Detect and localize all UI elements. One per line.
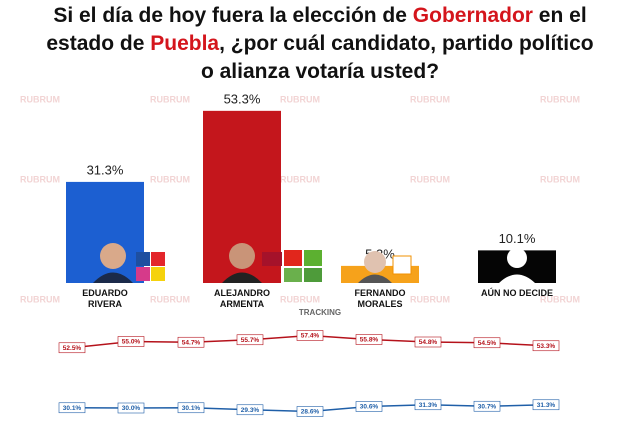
data-label: 55.0%: [122, 339, 141, 346]
label-box: [355, 334, 383, 345]
label-box: [414, 399, 442, 411]
bar: [66, 181, 144, 283]
photo-rivera: [93, 243, 165, 283]
data-label: 54.5%: [478, 340, 497, 347]
label-box: [58, 402, 86, 414]
category-label: ALEJANDRO ARMENTA: [213, 288, 270, 309]
data-label: 30.1%: [182, 405, 201, 412]
category-label: FERNANDO MORALES: [354, 288, 406, 309]
data-label: 29.3%: [241, 407, 260, 414]
value-label: 10.1%: [499, 231, 536, 246]
watermark: RUBRUM: [280, 94, 320, 104]
watermark: RUBRUM: [410, 94, 450, 104]
watermark: RUBRUM: [20, 94, 60, 104]
label-box: [414, 336, 442, 348]
value-label: 53.3%: [224, 91, 261, 106]
photo-armenta: [222, 243, 322, 283]
watermark: RUBRUM: [20, 294, 60, 304]
title-text: , ¿por cuál candidato, partido político …: [200, 32, 594, 83]
label-box: [355, 401, 383, 412]
watermark: RUBRUM: [150, 294, 190, 304]
data-label: 31.3%: [419, 402, 438, 409]
tracking-title: TRACKING: [299, 308, 341, 317]
label-box: [473, 337, 501, 349]
category-label: AÚN NO DECIDE: [480, 288, 553, 298]
data-label: 30.6%: [360, 404, 379, 411]
watermark: RUBRUM: [20, 174, 60, 184]
watermark: RUBRUM: [540, 294, 580, 304]
label-box: [117, 336, 145, 347]
watermark: RUBRUM: [410, 174, 450, 184]
data-label: 28.6%: [301, 409, 320, 416]
data-label: 30.7%: [478, 403, 497, 410]
label-box: [177, 336, 205, 348]
value-label: 31.3%: [87, 162, 124, 177]
label-box: [117, 402, 145, 414]
data-label: 54.7%: [182, 339, 201, 346]
label-box: [296, 406, 324, 417]
label-box: [296, 330, 324, 341]
data-label: 30.0%: [122, 405, 141, 412]
data-label: 55.7%: [241, 337, 260, 344]
title-highlight: Gobernador: [412, 4, 533, 27]
category-label: EDUARDO RIVERA: [82, 288, 128, 309]
title-text: en el estado de: [46, 4, 587, 55]
silhouette: [499, 248, 535, 283]
data-label: 30.1%: [63, 405, 82, 412]
watermark: RUBRUM: [150, 94, 190, 104]
data-label: 53.3%: [537, 343, 556, 350]
label-box: [58, 342, 86, 354]
title-highlight: Puebla: [150, 32, 220, 55]
data-label: 55.8%: [360, 337, 379, 344]
watermark: RUBRUM: [540, 94, 580, 104]
data-label: 57.4%: [301, 333, 320, 340]
watermark: RUBRUM: [150, 174, 190, 184]
data-label: 52.5%: [63, 345, 82, 352]
label-box: [177, 402, 205, 414]
watermark: RUBRUM: [280, 294, 320, 304]
label-box: [236, 404, 264, 416]
label-box: [532, 340, 560, 352]
photo-morales: [358, 251, 412, 283]
watermark: RUBRUM: [410, 294, 450, 304]
watermark: RUBRUM: [540, 174, 580, 184]
label-box: [236, 334, 264, 346]
data-label: 54.8%: [419, 339, 438, 346]
data-label: 31.3%: [537, 402, 556, 409]
title-text: Si el día de hoy fuera la elección de: [53, 4, 413, 27]
label-box: [473, 400, 501, 412]
label-box: [532, 399, 560, 411]
watermark: RUBRUM: [280, 174, 320, 184]
title: Si el día de hoy fuera la elección de Go…: [40, 2, 600, 86]
